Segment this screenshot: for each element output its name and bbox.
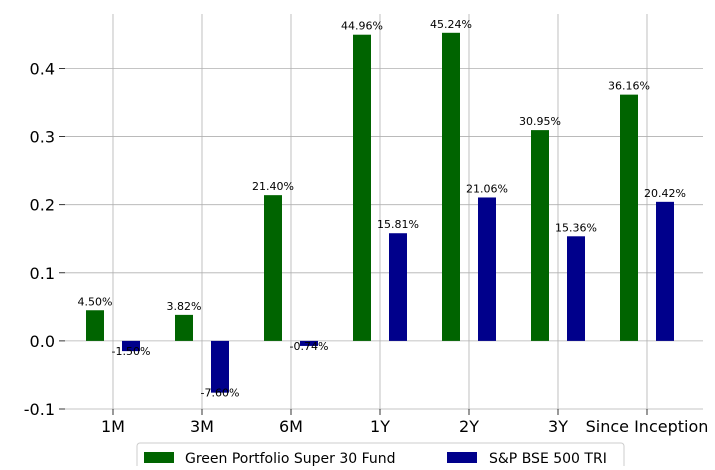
bar-value-label: 30.95% bbox=[519, 115, 561, 128]
bar-value-label: 4.50% bbox=[78, 295, 113, 308]
legend-swatch bbox=[447, 452, 477, 463]
bar-series-2 bbox=[478, 197, 496, 341]
bar-value-label: 36.16% bbox=[608, 80, 650, 93]
y-tick-label: 0.0 bbox=[30, 332, 55, 351]
bar-value-label: -1.50% bbox=[112, 345, 151, 358]
y-tick-label: -0.1 bbox=[24, 400, 55, 419]
bar-series-2 bbox=[389, 233, 407, 341]
x-tick-layer: 1M 3M 6M 1Y 2Y 3Y Since Inception bbox=[101, 409, 708, 436]
bar-value-label: 44.96% bbox=[341, 20, 383, 33]
bar-value-label: -7.60% bbox=[201, 387, 240, 400]
legend-swatch bbox=[144, 452, 174, 463]
y-tick-label: 0.2 bbox=[30, 196, 55, 215]
x-tick-label: Since Inception bbox=[586, 417, 709, 436]
legend-label: Green Portfolio Super 30 Fund bbox=[185, 451, 396, 466]
legend: Green Portfolio Super 30 Fund S&P BSE 500… bbox=[136, 442, 625, 470]
bar-layer bbox=[86, 32, 674, 393]
y-tick-label: 0.1 bbox=[30, 264, 55, 283]
bar-series-2 bbox=[211, 340, 229, 393]
bar-value-label: 3.82% bbox=[167, 300, 202, 313]
y-tick-layer: -0.1 0.0 0.1 0.2 0.3 0.4 bbox=[24, 59, 65, 419]
bar-value-label: 20.42% bbox=[644, 187, 686, 200]
bar-value-label: 21.40% bbox=[252, 180, 294, 193]
bar-value-label: -0.74% bbox=[290, 340, 329, 353]
bar-series-1 bbox=[442, 32, 460, 341]
bar-value-label: 21.06% bbox=[466, 182, 508, 195]
x-tick-label: 3M bbox=[190, 417, 214, 436]
bar-series-2 bbox=[300, 340, 318, 346]
y-tick-label: 0.3 bbox=[30, 128, 55, 147]
bar-series-1 bbox=[175, 314, 193, 341]
bar-series-1 bbox=[620, 94, 638, 341]
x-tick-label: 6M bbox=[279, 417, 303, 436]
legend-label: S&P BSE 500 TRI bbox=[489, 451, 607, 466]
x-tick-label: 1M bbox=[101, 417, 125, 436]
bar-value-label: 15.81% bbox=[377, 218, 419, 231]
bar-series-2 bbox=[656, 201, 674, 341]
legend-box bbox=[136, 442, 625, 470]
bar-series-1 bbox=[264, 195, 282, 341]
bar-series-1 bbox=[531, 130, 549, 341]
bar-value-label: 15.36% bbox=[555, 221, 597, 234]
data-label-layer: 4.50% 3.82% 21.40% 44.96% 45.24% 30.95% 36.16%… bbox=[78, 18, 686, 400]
bar-series-1 bbox=[353, 34, 371, 341]
bar-series-1 bbox=[86, 310, 104, 341]
bar-series-2 bbox=[567, 236, 585, 341]
bar-value-label: 45.24% bbox=[430, 18, 472, 31]
x-tick-label: 3Y bbox=[548, 417, 568, 436]
grid-layer bbox=[65, 14, 703, 410]
y-tick-label: 0.4 bbox=[30, 59, 55, 78]
x-tick-label: 1Y bbox=[370, 417, 390, 436]
x-tick-label: 2Y bbox=[459, 417, 479, 436]
bar-series-2 bbox=[122, 340, 140, 352]
